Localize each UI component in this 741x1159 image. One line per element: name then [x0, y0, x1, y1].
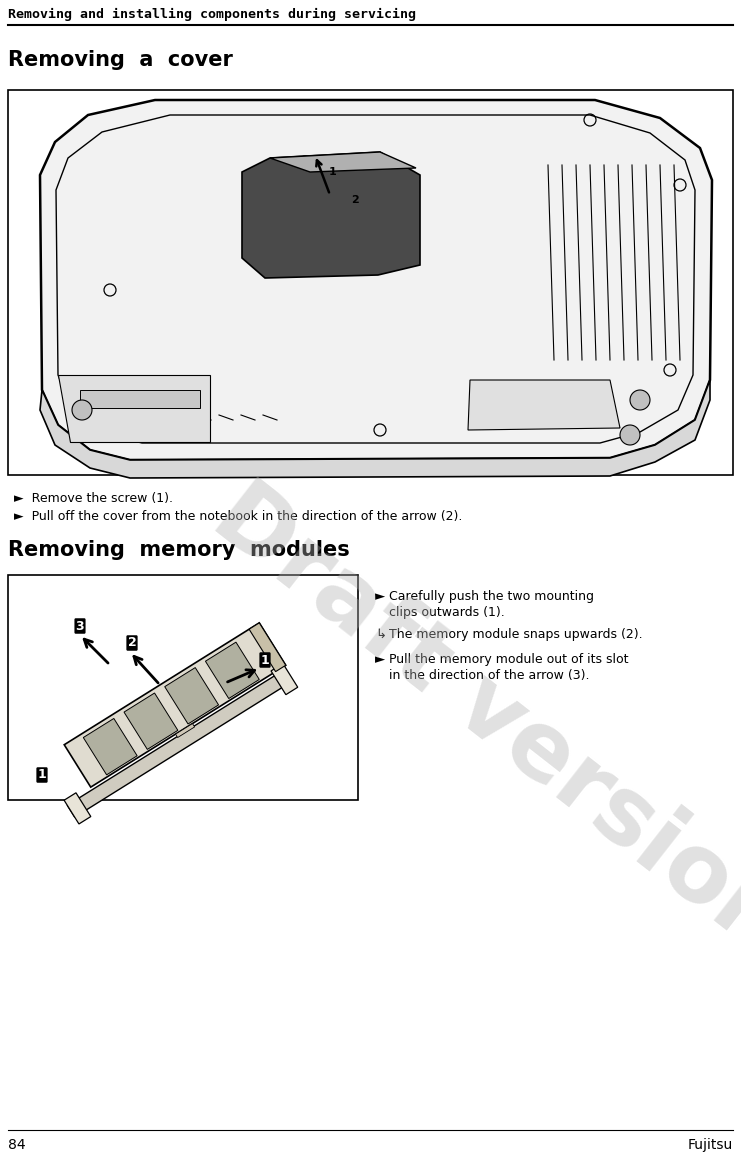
Text: ►  Pull off the cover from the notebook in the direction of the arrow (2).: ► Pull off the cover from the notebook i… — [14, 510, 462, 523]
Circle shape — [630, 389, 650, 410]
Text: Removing and installing components during servicing: Removing and installing components durin… — [8, 8, 416, 21]
Polygon shape — [205, 642, 259, 699]
Circle shape — [620, 425, 640, 445]
Polygon shape — [176, 723, 195, 737]
Text: Fujitsu: Fujitsu — [688, 1138, 733, 1152]
Text: 3: 3 — [76, 620, 84, 633]
Text: Carefully push the two mounting: Carefully push the two mounting — [389, 590, 594, 603]
Polygon shape — [271, 663, 298, 694]
Polygon shape — [249, 622, 286, 671]
Text: 2: 2 — [351, 195, 359, 205]
Polygon shape — [83, 719, 137, 775]
Text: ►: ► — [375, 653, 385, 666]
Polygon shape — [40, 100, 712, 460]
Bar — [8, 90, 733, 475]
Text: 2: 2 — [127, 636, 136, 649]
Polygon shape — [64, 793, 91, 824]
Polygon shape — [165, 668, 219, 724]
Text: 1: 1 — [329, 167, 337, 177]
Polygon shape — [80, 389, 200, 408]
Text: clips outwards (1).: clips outwards (1). — [389, 606, 505, 619]
Polygon shape — [270, 152, 416, 172]
Polygon shape — [58, 376, 210, 442]
Polygon shape — [468, 380, 620, 430]
Circle shape — [72, 400, 92, 420]
Text: 1: 1 — [38, 768, 47, 781]
Polygon shape — [40, 380, 710, 478]
Text: Removing  a  cover: Removing a cover — [8, 50, 233, 70]
Text: The memory module snaps upwards (2).: The memory module snaps upwards (2). — [389, 628, 642, 641]
Text: in the direction of the arrow (3).: in the direction of the arrow (3). — [389, 669, 590, 681]
Text: Draft version: Draft version — [196, 468, 741, 972]
Polygon shape — [124, 693, 178, 750]
Polygon shape — [242, 152, 420, 278]
Polygon shape — [67, 673, 287, 817]
Text: Pull the memory module out of its slot: Pull the memory module out of its slot — [389, 653, 628, 666]
Text: Removing  memory  modules: Removing memory modules — [8, 540, 350, 560]
Text: ↳: ↳ — [375, 628, 386, 641]
Text: 84: 84 — [8, 1138, 26, 1152]
Bar — [8, 575, 358, 800]
Polygon shape — [64, 622, 286, 787]
Text: ►: ► — [375, 590, 385, 603]
Text: ►  Remove the screw (1).: ► Remove the screw (1). — [14, 493, 173, 505]
Text: 1: 1 — [261, 654, 270, 666]
